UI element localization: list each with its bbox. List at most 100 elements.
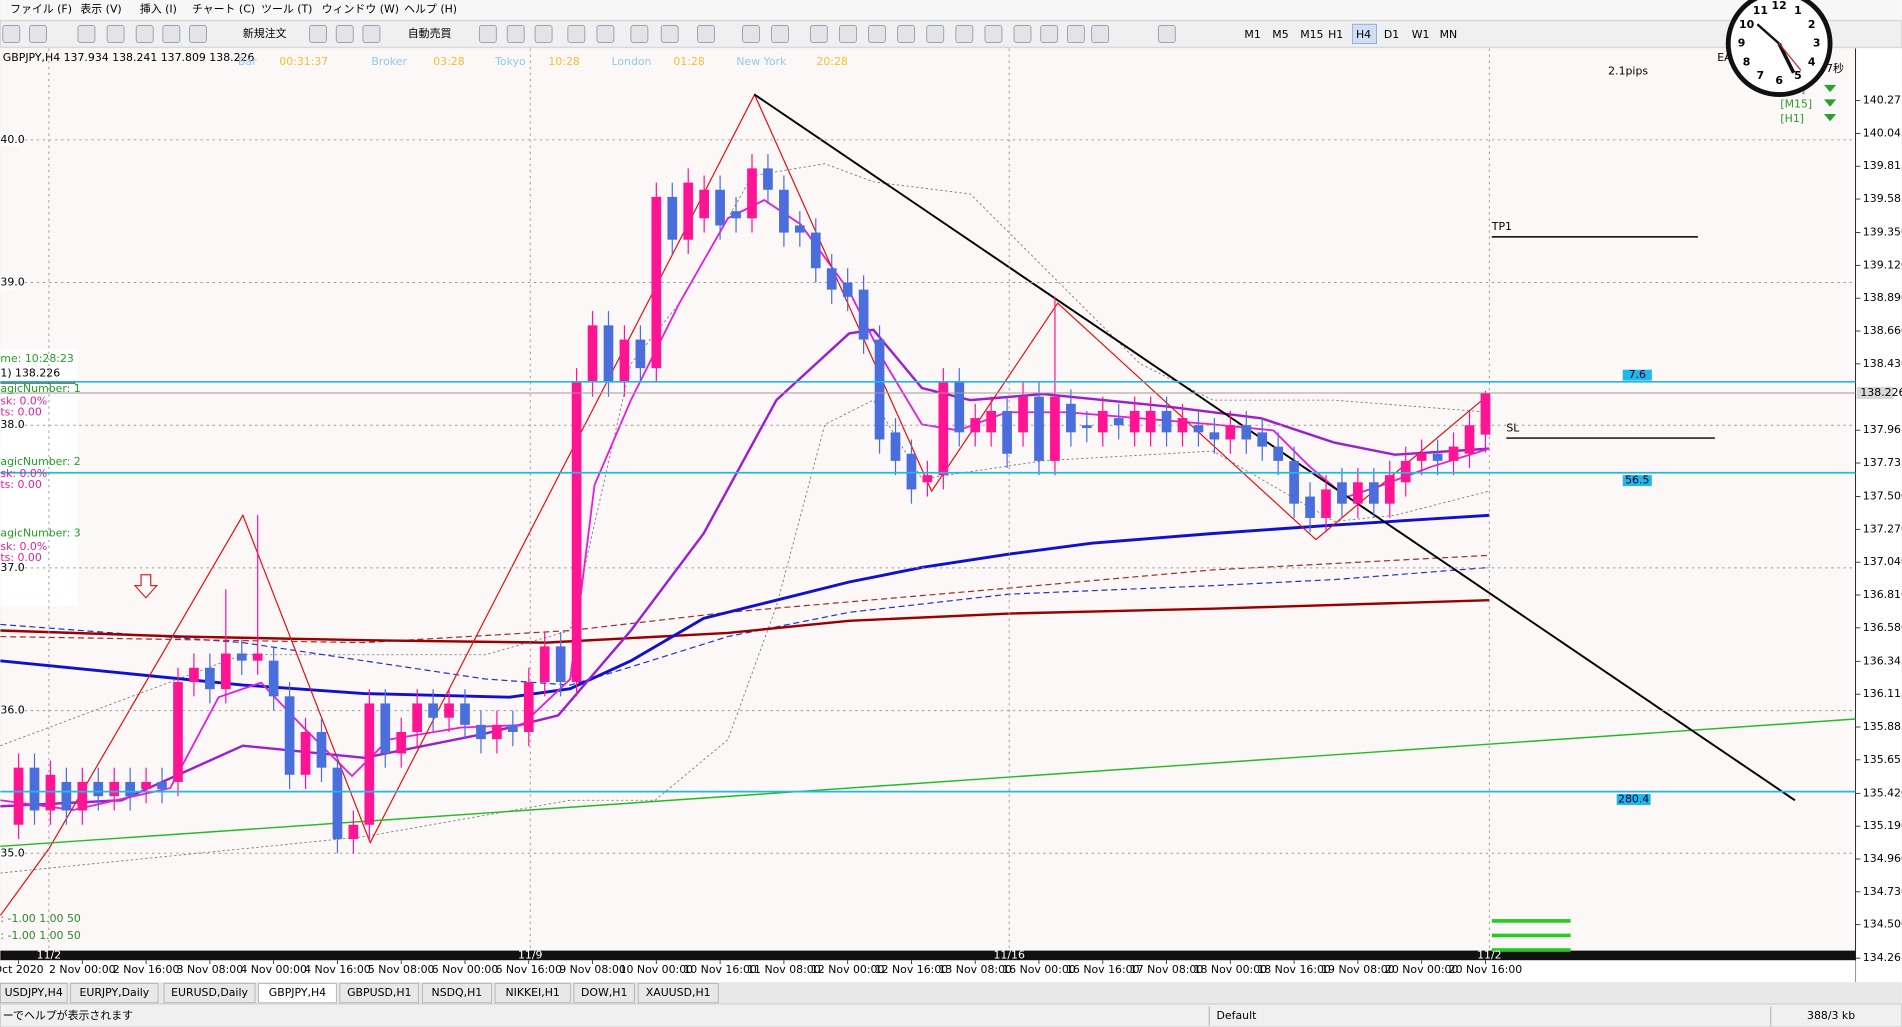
candle-body (1193, 425, 1204, 433)
current-price-tag (1856, 386, 1894, 400)
toolbar-icon[interactable] (839, 25, 857, 43)
menu-item[interactable]: チャート (C) (192, 3, 255, 16)
tab-label[interactable]: USDJPY,H4 (5, 986, 63, 999)
timeframe-button[interactable]: M5 (1272, 28, 1288, 41)
clock-number: 1 (1794, 4, 1802, 17)
toolbar-icon[interactable] (506, 25, 525, 43)
tab[interactable] (494, 982, 571, 1004)
candle-body (396, 732, 407, 754)
timeframe-button[interactable]: M1 (1244, 28, 1260, 41)
toolbar-icon[interactable] (309, 25, 327, 43)
toolbar-icon[interactable] (534, 25, 553, 43)
tab-label[interactable]: NSDQ,H1 (432, 986, 483, 999)
toolbar-icon[interactable] (1091, 25, 1110, 43)
toolbar-icon[interactable] (1157, 25, 1176, 43)
ma-dashed-blue (0, 566, 1490, 686)
tab[interactable] (339, 982, 420, 1004)
toolbar-icon[interactable] (697, 25, 715, 43)
toolbar-icon[interactable] (742, 25, 760, 43)
y-tick-label: 137.965 (1863, 423, 1902, 436)
x-tick-label: 16 Nov 00:00 (1002, 963, 1076, 976)
toolbar-icon[interactable] (29, 25, 47, 43)
tab-label[interactable]: EURJPY,Daily (79, 986, 149, 999)
candle-body (1257, 432, 1268, 447)
level-tag (1622, 369, 1652, 381)
x-tick-label: 5 Nov 08:00 (368, 963, 435, 976)
tab-label[interactable]: XAUUSD,H1 (646, 986, 711, 999)
toolbar-icon[interactable] (478, 25, 497, 43)
toolbar-button[interactable]: 新規注文 (243, 26, 287, 40)
y-tick-label: 134.265 (1863, 951, 1902, 964)
candle-body (1018, 396, 1028, 433)
candle-body (1002, 410, 1012, 454)
toolbar-icon[interactable] (2, 25, 21, 43)
tab-label[interactable]: NIKKEI,H1 (505, 986, 559, 999)
clock-number: 3 (1813, 37, 1821, 50)
timeframe-button[interactable]: W1 (1412, 28, 1430, 41)
y-tick-label: 134.500 (1863, 918, 1902, 931)
toolbar-icon[interactable] (1066, 25, 1085, 43)
toolbar-icon[interactable] (897, 25, 916, 43)
toolbar-icon[interactable] (335, 25, 354, 43)
menu-item[interactable]: 挿入 (I) (140, 2, 177, 16)
candle-body (779, 189, 789, 233)
menu-item[interactable]: ツール (T) (261, 3, 312, 16)
timeframe-button[interactable]: M15 (1300, 28, 1323, 41)
session-time: 03:28 (433, 55, 464, 68)
toolbar-icon[interactable] (660, 25, 679, 43)
toolbar-icon[interactable] (926, 25, 945, 43)
x-tick-label: Oct 2020 (0, 963, 44, 976)
tab-label[interactable]: GBPUSD,H1 (347, 986, 411, 999)
toolbar-icon[interactable] (77, 25, 96, 43)
menu-item[interactable]: 表示 (V) (80, 2, 121, 16)
tab[interactable] (70, 982, 159, 1004)
candle-body (1400, 460, 1411, 483)
toolbar-icon[interactable] (955, 25, 974, 43)
tab[interactable] (573, 982, 635, 1004)
toolbar-icon[interactable] (162, 25, 181, 43)
toolbar-icon[interactable] (596, 25, 615, 43)
toolbar-icon[interactable] (868, 25, 886, 43)
candle-body (794, 225, 805, 233)
tab-label[interactable]: GBPJPY,H4 (269, 986, 326, 999)
toolbar-icon[interactable] (189, 25, 207, 43)
candle-body (874, 339, 885, 440)
menu-item[interactable]: ヘルプ (H) (404, 3, 457, 16)
candle-body (460, 703, 470, 725)
tab[interactable] (0, 982, 68, 1004)
toolbar-icon[interactable] (771, 25, 789, 43)
y-tick-label: 136.580 (1863, 621, 1902, 634)
toolbar-icon[interactable] (630, 25, 649, 43)
menu-item[interactable]: ファイル (F) (10, 3, 72, 16)
toolbar-icon[interactable] (1040, 25, 1059, 43)
timeframe-button[interactable]: H1 (1328, 28, 1343, 41)
candle-body (1145, 410, 1156, 433)
tab[interactable] (163, 982, 256, 1004)
candle-body (252, 653, 263, 661)
tab-label[interactable]: DOW,H1 (581, 986, 627, 999)
session-name: Tokyo (494, 55, 526, 68)
toolbar-icon[interactable] (984, 25, 1003, 43)
tab[interactable] (258, 982, 337, 1004)
candle-body (507, 724, 518, 733)
toolbar-icon[interactable] (362, 25, 381, 43)
candle-body (380, 703, 391, 754)
candle-body (412, 703, 423, 733)
toolbar-icon[interactable] (106, 25, 125, 43)
status-bar (0, 1003, 1902, 1027)
toolbar-icon[interactable] (567, 25, 586, 43)
candle-body (1209, 432, 1220, 440)
tab[interactable] (637, 982, 719, 1004)
y-tick-label: 139.815 (1863, 159, 1902, 172)
toolbar-icon[interactable] (1013, 25, 1032, 43)
toolbar-button[interactable]: 自動売買 (408, 26, 452, 40)
tab-label[interactable]: EURUSD,Daily (171, 986, 248, 999)
toolbar-icon[interactable] (809, 25, 828, 43)
tab[interactable] (421, 982, 492, 1004)
timeframe-button[interactable]: D1 (1384, 28, 1399, 41)
timeframe-button[interactable]: H4 (1356, 28, 1371, 41)
toolbar-icon[interactable] (135, 25, 154, 43)
candle-body (77, 781, 88, 811)
menu-item[interactable]: ウィンドウ (W) (322, 3, 399, 16)
timeframe-button[interactable]: MN (1440, 28, 1458, 41)
